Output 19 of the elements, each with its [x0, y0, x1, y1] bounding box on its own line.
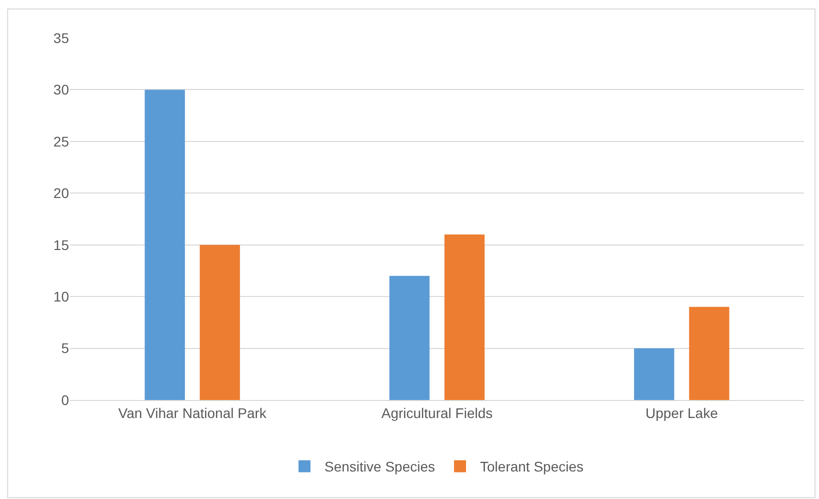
bar [634, 348, 674, 400]
x-tick-label: Van Vihar National Park [118, 404, 268, 421]
legend-label: Sensitive Species [324, 458, 436, 475]
y-tick-label: 15 [53, 236, 70, 253]
y-tick-label: 25 [53, 133, 70, 150]
bar [389, 276, 430, 400]
legend-label: Tolerant Species [480, 458, 584, 475]
bar [200, 244, 240, 400]
x-tick-label: Agricultural Fields [381, 404, 493, 421]
y-tick-label: 10 [53, 288, 70, 304]
bar [689, 306, 730, 400]
bar [444, 234, 485, 400]
bar [144, 90, 185, 400]
x-tick-label: Upper Lake [645, 404, 718, 421]
y-tick-label: 30 [53, 82, 70, 98]
y-tick-label: 20 [53, 185, 70, 202]
y-tick-label: 5 [61, 340, 70, 356]
y-tick-label: 35 [53, 30, 70, 46]
y-tick-label: 0 [61, 392, 70, 408]
